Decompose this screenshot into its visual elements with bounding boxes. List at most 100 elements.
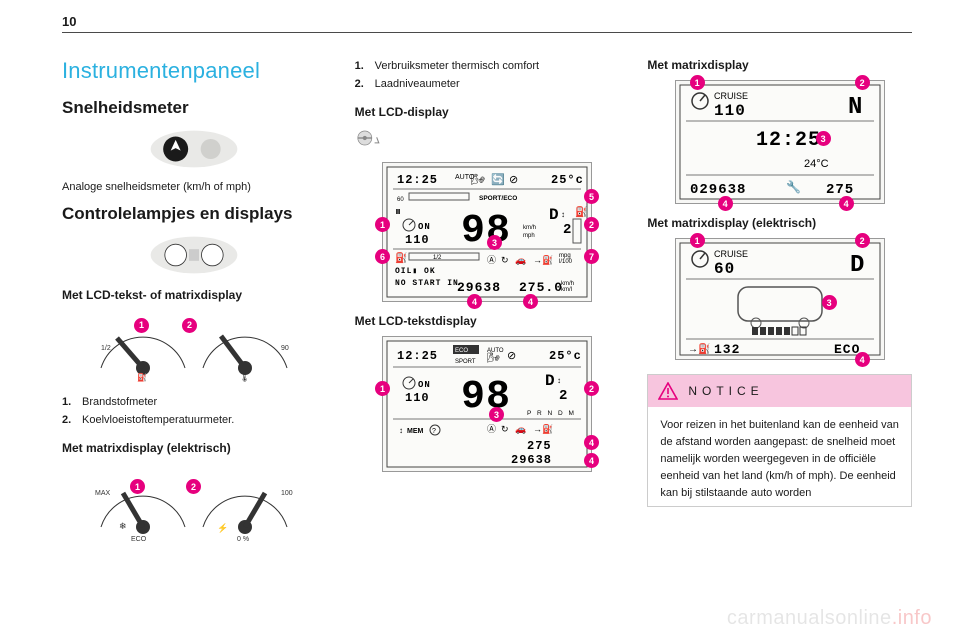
svg-text:🔄: 🔄 — [491, 173, 505, 186]
callout-7: 7 — [584, 249, 599, 264]
callout-4: 4 — [855, 352, 870, 367]
list-item: 2.Koelvloeistoftemperatuurmeter. — [62, 412, 327, 430]
svg-text:→⛽: →⛽ — [688, 342, 710, 355]
svg-text:110: 110 — [405, 391, 430, 405]
svg-text:29638: 29638 — [457, 280, 501, 295]
svg-text:D: D — [545, 372, 556, 390]
svg-text:🌡: 🌡 — [239, 372, 250, 382]
svg-text:ON: ON — [418, 380, 431, 390]
svg-text:029638: 029638 — [690, 182, 746, 198]
callout-3: 3 — [816, 131, 831, 146]
notice-body: Voor reizen in het buitenland kan de een… — [648, 407, 911, 506]
svg-text:→⛽: →⛽ — [533, 423, 553, 434]
svg-text:⊘: ⊘ — [509, 174, 518, 186]
notice-header: NOTICE — [648, 375, 911, 407]
subhead-met-matrix: Met matrixdisplay — [647, 58, 912, 72]
svg-text:↻: ↻ — [501, 255, 509, 265]
speedo-cluster-image — [62, 128, 327, 170]
svg-text:29638: 29638 — [511, 453, 552, 467]
svg-text:N: N — [848, 94, 863, 121]
watermark: carmanualsonline.info — [727, 607, 932, 630]
svg-text:12:25: 12:25 — [756, 129, 821, 152]
callout-4a: 4 — [467, 294, 482, 309]
callout-1: 1 — [690, 75, 705, 90]
lcd1-time: 12:25 — [397, 173, 438, 187]
svg-text:km/h: km/h — [523, 225, 536, 231]
svg-text:⛽: ⛽ — [395, 251, 407, 264]
svg-text:275.0: 275.0 — [519, 280, 563, 295]
electric-gauges-image: MAX ECO ❄ 100 0 % ⚡ 1 2 — [62, 463, 327, 543]
fuel-temp-gauges-image: 1/2 ⛽ 90 🌡 1 2 — [62, 310, 327, 384]
svg-text:Ⓐ: Ⓐ — [487, 255, 496, 265]
list-num: 1. — [355, 58, 369, 76]
svg-text:SPORT/ECO: SPORT/ECO — [479, 195, 517, 202]
svg-text:↕: ↕ — [557, 376, 561, 385]
list-num: 2. — [355, 76, 369, 94]
list-item: 1. Brandstofmeter — [62, 394, 327, 412]
svg-text:→⛽: →⛽ — [533, 254, 553, 265]
lcd-display-1: 12:25 AUTO 🌬 🔄 ⊘ 25°c 60 SPORT/ECO ⏸ ON … — [382, 162, 592, 302]
svg-text:110: 110 — [405, 233, 430, 247]
notice-box: NOTICE Voor reizen in het buitenland kan… — [647, 374, 912, 507]
callout-5: 5 — [584, 189, 599, 204]
callout-2: 2 — [855, 75, 870, 90]
svg-text:100: 100 — [281, 490, 293, 497]
list-text: Brandstofmeter — [82, 394, 157, 412]
svg-text:90: 90 — [281, 345, 289, 352]
list-item: 1. Verbruiksmeter thermisch comfort — [355, 58, 620, 76]
callout-2: 2 — [584, 381, 599, 396]
svg-text:275: 275 — [527, 439, 552, 453]
svg-text:🔧: 🔧 — [786, 179, 801, 194]
list-num: 2. — [62, 412, 76, 430]
list-num: 1. — [62, 394, 76, 412]
callout-4a: 4 — [718, 196, 733, 211]
svg-text:ECO: ECO — [455, 348, 468, 354]
svg-text:🚗: 🚗 — [515, 424, 526, 434]
lcd-display-2: 12:25 ECO SPORT AUTO 🌬 ⊘ 25°c ON 110 98 … — [382, 336, 592, 472]
svg-text:D: D — [850, 252, 865, 279]
column-1: Instrumentenpaneel Snelheidsmeter Analog… — [62, 58, 327, 630]
svg-text:CRUISE: CRUISE — [714, 91, 748, 101]
callout-1: 1 — [134, 318, 149, 333]
svg-text:?: ? — [432, 428, 436, 435]
matrix-display-1: CRUISE 110 N 12:25 24°C 029638 🔧 275 1 2… — [675, 80, 885, 204]
svg-text:110: 110 — [714, 102, 746, 120]
column-3: Met matrixdisplay CRUISE 110 N 12:25 24°… — [647, 58, 912, 630]
subhead-matrix-elektrisch: Met matrixdisplay (elektrisch) — [62, 441, 327, 455]
steering-icon — [355, 127, 620, 158]
page-title: Instrumentenpaneel — [62, 58, 327, 84]
svg-text:2: 2 — [559, 388, 568, 404]
subhead-met-lcd-tekst: Met LCD-tekstdisplay — [355, 314, 620, 328]
svg-text:mph: mph — [523, 233, 535, 239]
svg-text:CRUISE: CRUISE — [714, 249, 748, 259]
page-number: 10 — [62, 14, 76, 29]
svg-text:25°c: 25°c — [549, 349, 582, 363]
content-columns: Instrumentenpaneel Snelheidsmeter Analog… — [62, 58, 912, 630]
svg-text:↕: ↕ — [561, 210, 565, 219]
callout-2: 2 — [855, 233, 870, 248]
svg-text:ECO: ECO — [131, 536, 147, 543]
warning-triangle-icon — [658, 382, 678, 400]
svg-text:ON: ON — [418, 222, 431, 232]
svg-text:1/2: 1/2 — [433, 255, 442, 261]
svg-text:🌬: 🌬 — [487, 352, 500, 364]
callout-3: 3 — [822, 295, 837, 310]
column-2: 1.Verbruiksmeter thermisch comfort 2.Laa… — [355, 58, 620, 630]
callout-4b: 4 — [523, 294, 538, 309]
subhead-met-matrix-elektrisch: Met matrixdisplay (elektrisch) — [647, 216, 912, 230]
svg-text:↕: ↕ — [399, 426, 403, 435]
svg-text:MEM: MEM — [407, 428, 424, 435]
col2-top-list: 1.Verbruiksmeter thermisch comfort 2.Laa… — [355, 58, 620, 93]
top-rule — [62, 32, 912, 33]
svg-text:⛽: ⛽ — [575, 205, 587, 218]
svg-text:⛽: ⛽ — [137, 372, 147, 382]
callout-4b: 4 — [584, 453, 599, 468]
svg-text:1/2: 1/2 — [101, 345, 111, 352]
svg-text:2: 2 — [563, 222, 572, 238]
svg-text:25°c: 25°c — [551, 173, 584, 187]
list-text: Verbruiksmeter thermisch comfort — [375, 58, 539, 76]
matrix-display-2: CRUISE 60 D →⛽ 132 ECO 1 2 3 4 — [675, 238, 885, 360]
heading-controlelampjes: Controlelampjes en displays — [62, 204, 327, 224]
svg-text:60: 60 — [714, 260, 735, 278]
watermark-a: carmanualsonline — [727, 607, 892, 629]
